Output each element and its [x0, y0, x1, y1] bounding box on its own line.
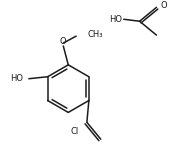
Text: CH₃: CH₃ — [87, 30, 103, 39]
Text: HO: HO — [109, 15, 122, 24]
Text: HO: HO — [10, 74, 23, 83]
Text: O: O — [59, 36, 66, 46]
Text: O: O — [160, 1, 167, 10]
Text: Cl: Cl — [71, 127, 79, 136]
